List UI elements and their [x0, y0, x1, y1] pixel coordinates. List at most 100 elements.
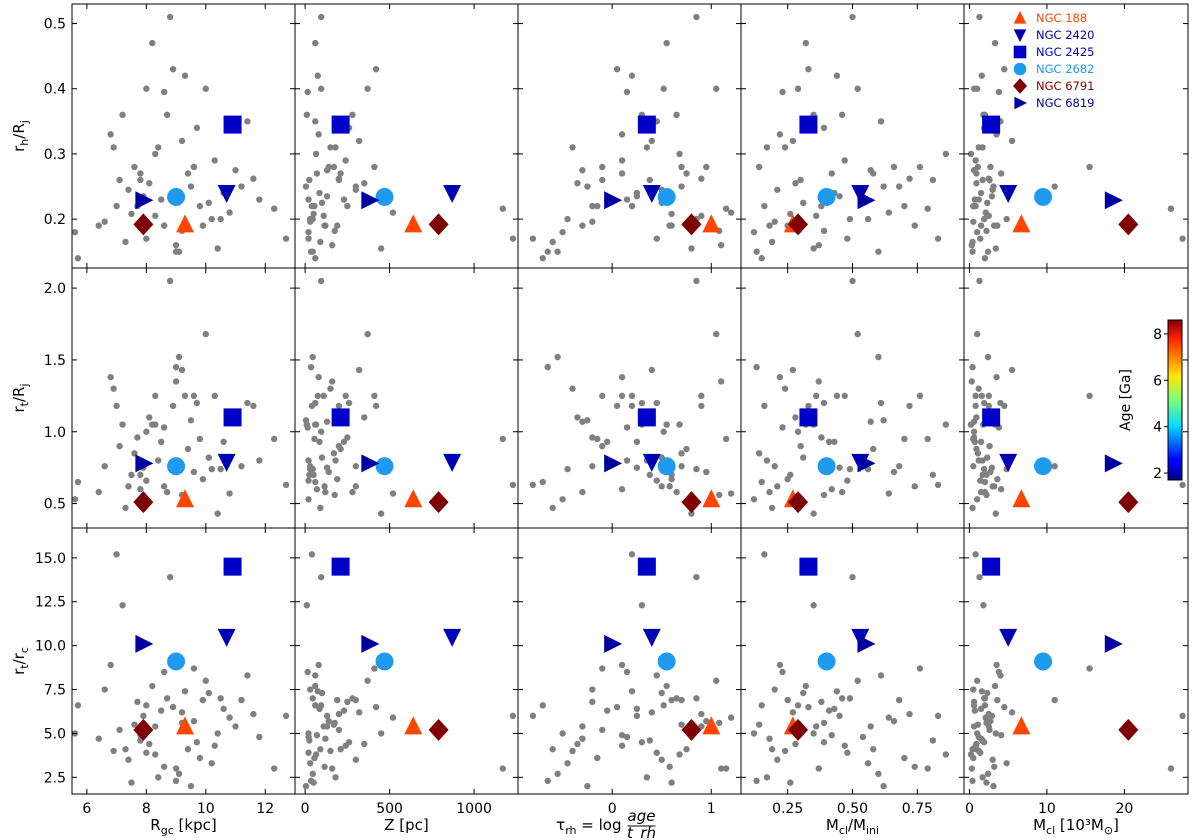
- x-tick-label: 500: [376, 801, 403, 817]
- background-point-6: [972, 551, 979, 558]
- background-point-17: [146, 414, 153, 421]
- background-point-51: [911, 483, 918, 490]
- background-point-20: [155, 144, 162, 151]
- background-point-25: [805, 703, 812, 711]
- panel-r2-c3: [517, 267, 742, 529]
- background-point-19: [698, 392, 705, 400]
- cluster-marker-ngc-2420: [217, 453, 236, 472]
- background-point-36: [854, 677, 861, 684]
- background-point-14: [618, 486, 626, 493]
- background-point-37: [318, 454, 326, 461]
- background-point-45: [997, 672, 1004, 679]
- background-point-35: [784, 696, 791, 704]
- background-point-40: [992, 245, 999, 252]
- background-point-43: [867, 167, 874, 174]
- background-point-48: [270, 205, 278, 212]
- background-point-0: [305, 496, 312, 503]
- background-point-30: [337, 170, 344, 177]
- background-point-23: [838, 695, 846, 702]
- background-point-34: [901, 202, 908, 210]
- cluster-marker-ngc-2420: [443, 185, 462, 204]
- background-point-22: [623, 424, 631, 431]
- background-point-35: [334, 696, 341, 704]
- background-point-46: [985, 175, 993, 182]
- panel-r1-c4: [740, 3, 965, 269]
- background-point-48: [924, 205, 931, 212]
- background-point-54: [312, 421, 320, 428]
- background-point-50: [753, 363, 760, 371]
- background-point-10: [658, 483, 665, 490]
- background-point-50: [753, 248, 760, 255]
- background-point-13: [818, 434, 825, 441]
- background-point-31: [187, 782, 195, 790]
- background-point-35: [199, 696, 207, 704]
- background-point-45: [312, 672, 319, 679]
- background-point-22: [304, 668, 311, 676]
- colorbar-tick-label: 8: [1153, 327, 1162, 343]
- y-tick-label: 7.5: [44, 683, 66, 699]
- background-point-48: [1167, 205, 1175, 212]
- cluster-marker-ngc-2425: [637, 115, 656, 134]
- background-point-17: [574, 414, 581, 421]
- background-point-3: [101, 686, 108, 693]
- x-tick-label: 0: [608, 801, 617, 817]
- background-point-49: [282, 712, 290, 720]
- background-point-31: [302, 782, 310, 790]
- legend-marker-ngc-2425: [1013, 45, 1027, 59]
- background-point-31: [990, 183, 997, 190]
- background-point-56: [794, 428, 802, 435]
- panel-frame: [740, 3, 965, 269]
- background-point-36: [973, 677, 981, 684]
- background-point-34: [594, 202, 601, 210]
- background-point-14: [828, 731, 835, 739]
- background-point-20: [979, 774, 986, 781]
- background-point-42: [389, 714, 397, 721]
- cluster-marker-ngc-2425: [982, 408, 1001, 427]
- cluster-marker-ngc-6791: [133, 491, 154, 514]
- background-point-49: [1179, 235, 1186, 242]
- background-point-44: [895, 463, 903, 470]
- background-point-34: [311, 435, 318, 443]
- background-point-45: [653, 399, 660, 407]
- background-point-44: [1051, 696, 1058, 704]
- background-point-55: [715, 491, 723, 499]
- background-point-3: [970, 463, 977, 470]
- background-point-2: [977, 222, 985, 229]
- y-tick-label: 0.3: [44, 147, 66, 163]
- background-point-17: [973, 180, 980, 187]
- background-point-48: [499, 765, 506, 772]
- cluster-marker-ngc-6791: [1118, 213, 1139, 236]
- background-point-26: [968, 378, 975, 385]
- background-point-52: [137, 471, 144, 479]
- background-point-4: [107, 131, 114, 138]
- legend-marker-ngc-2420: [1013, 29, 1027, 42]
- background-point-16: [143, 235, 150, 242]
- background-point-0: [559, 496, 566, 503]
- cluster-marker-ngc-2425: [799, 408, 818, 427]
- background-point-13: [134, 434, 141, 441]
- background-point-43: [323, 167, 331, 174]
- background-point-2: [95, 222, 102, 229]
- background-point-6: [113, 402, 120, 410]
- background-point-7: [797, 176, 804, 184]
- background-point-41: [316, 438, 323, 446]
- panel-r2-c1: 0.5 1.0 1.5 2.0: [44, 267, 296, 529]
- x-tick-label: 0.25: [772, 801, 803, 817]
- x-axis-label-col-5: Mcl [10³M⊙]: [1033, 816, 1119, 837]
- background-point-1: [312, 478, 319, 486]
- background-point-17: [574, 740, 581, 748]
- cluster-marker-ngc-6819: [135, 634, 154, 653]
- background-point-19: [152, 212, 159, 220]
- background-point-1: [539, 478, 546, 486]
- background-point-44: [895, 696, 903, 704]
- background-point-32: [890, 717, 898, 725]
- background-point-34: [901, 754, 908, 762]
- background-point-5: [569, 144, 576, 151]
- background-point-42: [885, 209, 893, 216]
- background-point-37: [800, 454, 807, 461]
- panel-r1-c5: [963, 3, 1189, 269]
- background-point-53: [1086, 163, 1093, 171]
- background-point-57: [980, 215, 988, 223]
- background-point-18: [663, 421, 670, 428]
- background-point-56: [970, 702, 978, 709]
